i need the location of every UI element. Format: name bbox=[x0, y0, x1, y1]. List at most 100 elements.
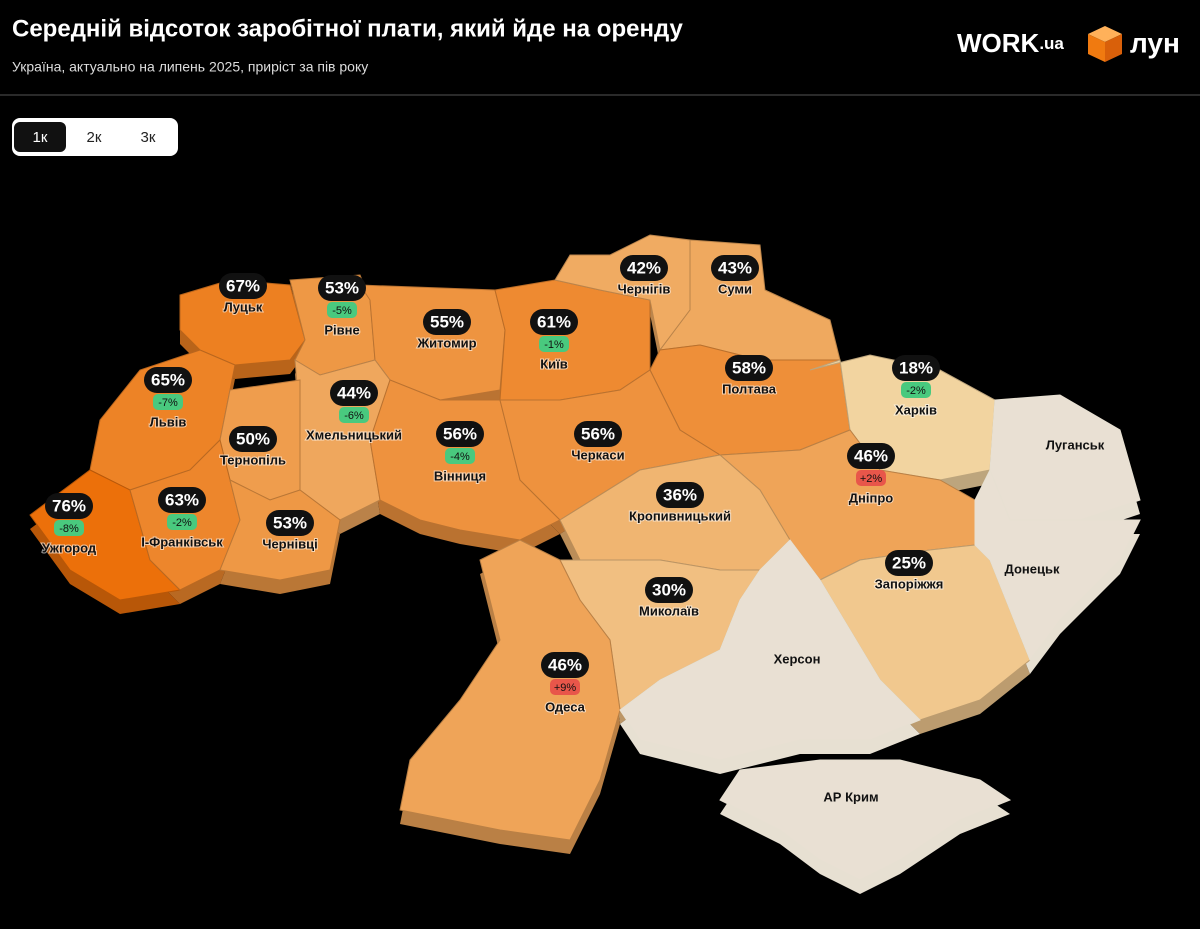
value-label: 56% bbox=[581, 424, 615, 443]
value-label: 30% bbox=[652, 580, 686, 599]
region-name: Донецьк bbox=[1005, 561, 1060, 576]
region-name: Харків bbox=[895, 402, 937, 417]
change-label: -8% bbox=[59, 523, 79, 535]
region-name: Рівне bbox=[324, 322, 359, 337]
change-badge bbox=[550, 679, 580, 695]
value-label: 50% bbox=[236, 429, 270, 448]
value-badge bbox=[45, 493, 93, 519]
value-badge bbox=[711, 255, 759, 281]
region-name: Житомир bbox=[416, 335, 476, 350]
title: Середній відсоток заробітної плати, який… bbox=[12, 15, 683, 42]
region-name: Ужгород bbox=[42, 540, 97, 555]
region-name: Луганськ bbox=[1046, 437, 1105, 452]
value-label: 53% bbox=[273, 513, 307, 532]
change-badge bbox=[856, 470, 886, 486]
region-name: І-Франківськ bbox=[141, 534, 223, 549]
region-name: Львів bbox=[150, 414, 187, 429]
tab[interactable]: 1к bbox=[33, 129, 48, 146]
change-label: +2% bbox=[860, 473, 883, 485]
value-badge bbox=[620, 255, 668, 281]
tab[interactable]: 2к bbox=[87, 129, 102, 146]
region-name: Чернівці bbox=[262, 536, 317, 551]
change-badge bbox=[153, 394, 183, 410]
value-badge bbox=[725, 355, 773, 381]
value-badge bbox=[656, 482, 704, 508]
region-name: Дніпро bbox=[849, 490, 894, 505]
value-label: 44% bbox=[337, 383, 371, 402]
value-label: 65% bbox=[151, 370, 185, 389]
change-label: -2% bbox=[172, 517, 192, 529]
region-name: Київ bbox=[540, 356, 568, 371]
region-name: Чернігів bbox=[618, 281, 671, 296]
region-name: Запоріжжя bbox=[875, 576, 944, 591]
change-label: -5% bbox=[332, 305, 352, 317]
value-badge bbox=[229, 426, 277, 452]
value-badge bbox=[530, 309, 578, 335]
value-badge bbox=[574, 421, 622, 447]
work-logo-suffix: .ua bbox=[1039, 34, 1064, 53]
region-name: Луцьк bbox=[224, 299, 263, 314]
region-name: Черкаси bbox=[571, 447, 624, 462]
change-label: +9% bbox=[554, 682, 577, 694]
region-name: АР Крим bbox=[823, 789, 878, 804]
region bbox=[619, 539, 921, 761]
change-badge bbox=[539, 336, 569, 352]
region-name: Кропивницький bbox=[629, 508, 731, 523]
change-badge bbox=[327, 302, 357, 318]
tab-active-bg[interactable] bbox=[14, 122, 66, 152]
change-label: -1% bbox=[544, 339, 564, 351]
value-label: 46% bbox=[548, 655, 582, 674]
value-badge bbox=[318, 275, 366, 301]
lun-logo: лун bbox=[1130, 27, 1180, 58]
region-name: Полтава bbox=[722, 381, 777, 396]
value-badge bbox=[330, 380, 378, 406]
tab[interactable]: 3к bbox=[141, 129, 156, 146]
value-label: 58% bbox=[732, 358, 766, 377]
region-name: Хмельницький bbox=[306, 427, 402, 442]
value-label: 46% bbox=[854, 446, 888, 465]
region bbox=[989, 394, 1141, 521]
value-badge bbox=[144, 367, 192, 393]
change-label: -4% bbox=[450, 451, 470, 463]
change-badge bbox=[445, 448, 475, 464]
change-badge bbox=[54, 520, 84, 536]
value-badge bbox=[847, 443, 895, 469]
change-badge bbox=[901, 382, 931, 398]
value-badge bbox=[541, 652, 589, 678]
value-badge bbox=[158, 487, 206, 513]
value-label: 63% bbox=[165, 490, 199, 509]
value-label: 56% bbox=[443, 424, 477, 443]
change-label: -6% bbox=[344, 410, 364, 422]
value-label: 76% bbox=[52, 496, 86, 515]
value-label: 36% bbox=[663, 485, 697, 504]
region bbox=[974, 468, 1141, 662]
value-badge bbox=[436, 421, 484, 447]
change-badge bbox=[339, 407, 369, 423]
change-label: -7% bbox=[158, 397, 178, 409]
region-name: Суми bbox=[718, 281, 752, 296]
lun-icon bbox=[1088, 26, 1122, 62]
value-label: 61% bbox=[537, 312, 571, 331]
value-label: 53% bbox=[325, 278, 359, 297]
value-label: 43% bbox=[718, 258, 752, 277]
work-logo: WORK.ua bbox=[957, 28, 1064, 58]
region bbox=[399, 539, 621, 841]
value-badge bbox=[885, 550, 933, 576]
change-badge bbox=[167, 514, 197, 530]
value-badge bbox=[892, 355, 940, 381]
region-name: Одеса bbox=[545, 699, 585, 714]
region-name: Вінниця bbox=[434, 468, 486, 483]
value-badge bbox=[423, 309, 471, 335]
region-name: Миколаїв bbox=[639, 603, 699, 618]
value-badge bbox=[266, 510, 314, 536]
region-name: Тернопіль bbox=[220, 452, 286, 467]
value-label: 55% bbox=[430, 312, 464, 331]
value-label: 18% bbox=[899, 358, 933, 377]
value-label: 67% bbox=[226, 276, 260, 295]
region-name: Херсон bbox=[774, 651, 821, 666]
value-label: 42% bbox=[627, 258, 661, 277]
value-label: 25% bbox=[892, 553, 926, 572]
value-badge bbox=[645, 577, 693, 603]
